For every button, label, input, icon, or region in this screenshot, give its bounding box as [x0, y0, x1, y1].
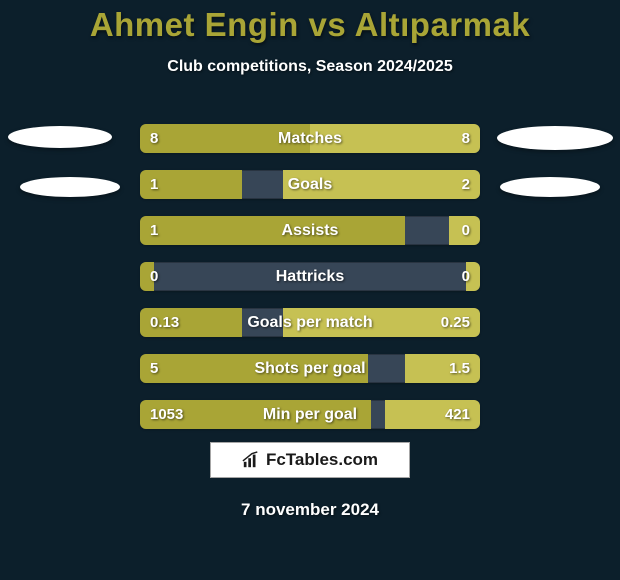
- stat-row: Goals per match0.130.25: [140, 308, 480, 337]
- bar-right: [466, 262, 480, 291]
- chart-icon: [242, 451, 260, 469]
- player-badge-right-2: [500, 177, 600, 197]
- bar-right: [449, 216, 480, 245]
- stat-row: Goals12: [140, 170, 480, 199]
- bar-left: [140, 124, 310, 153]
- bar-left: [140, 308, 242, 337]
- bar-right: [385, 400, 480, 429]
- player-badge-left-2: [20, 177, 120, 197]
- comparison-infographic: Ahmet Engin vs Altıparmak Club competiti…: [0, 0, 620, 580]
- stat-label: Hattricks: [140, 262, 480, 291]
- page-title: Ahmet Engin vs Altıparmak: [0, 0, 620, 44]
- subtitle: Club competitions, Season 2024/2025: [0, 58, 620, 76]
- bar-right: [283, 170, 480, 199]
- bar-left: [140, 216, 405, 245]
- stat-row: Hattricks00: [140, 262, 480, 291]
- bar-right: [310, 124, 480, 153]
- bar-right: [405, 354, 480, 383]
- bar-left: [140, 262, 154, 291]
- brand-box: FcTables.com: [210, 442, 410, 478]
- comparison-bars: Matches88 Goals12 Assists10 Hattricks00 Goal…: [140, 124, 480, 446]
- bar-left: [140, 354, 368, 383]
- player-badge-left-1: [8, 126, 112, 148]
- bar-left: [140, 170, 242, 199]
- footer-date: 7 november 2024: [0, 500, 620, 520]
- player-badge-right-1: [497, 126, 613, 150]
- bar-right: [283, 308, 480, 337]
- bar-left: [140, 400, 371, 429]
- stat-row: Min per goal1053421: [140, 400, 480, 429]
- stat-row: Assists10: [140, 216, 480, 245]
- brand-text: FcTables.com: [266, 450, 378, 470]
- stat-row: Matches88: [140, 124, 480, 153]
- stat-row: Shots per goal51.5: [140, 354, 480, 383]
